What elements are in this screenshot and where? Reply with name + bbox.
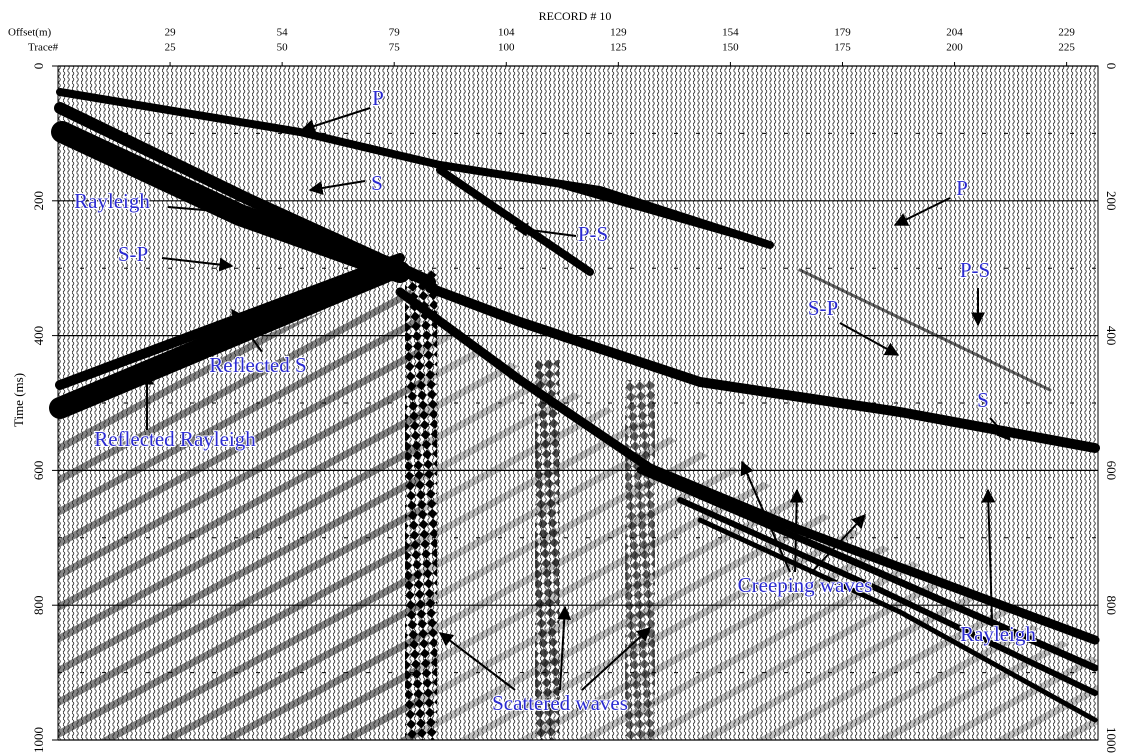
x2-tick-label: 79 bbox=[389, 27, 401, 39]
x2-tick-label: 54 bbox=[277, 27, 289, 39]
x-tick-label: 125 bbox=[610, 42, 627, 54]
x-axis-label: Trace# bbox=[28, 42, 59, 54]
annotation: P bbox=[956, 176, 968, 200]
p-s-band bbox=[798, 268, 1052, 392]
x-tick-label: 25 bbox=[165, 42, 177, 54]
x2-tick-label: 129 bbox=[610, 27, 627, 39]
y-tick-label: 200 bbox=[31, 191, 46, 211]
y-tick-label-right: 0 bbox=[1104, 63, 1119, 70]
y-tick-label-right: 400 bbox=[1104, 326, 1119, 346]
p-arrival bbox=[56, 88, 774, 249]
x2-tick-label: 104 bbox=[498, 27, 515, 39]
annotation: S-P bbox=[118, 242, 148, 266]
x2-tick-label: 154 bbox=[722, 27, 739, 39]
arrow bbox=[989, 417, 1011, 442]
annotation: Rayleigh bbox=[74, 189, 150, 213]
y-tick-label: 0 bbox=[31, 63, 46, 70]
y-tick-label-right: 200 bbox=[1104, 191, 1119, 211]
annotation: P-S bbox=[578, 222, 608, 246]
scattered-column bbox=[405, 270, 437, 740]
arrow bbox=[809, 513, 866, 575]
annotation: S-P bbox=[808, 296, 838, 320]
y-tick-label: 600 bbox=[31, 461, 46, 481]
arrow bbox=[893, 197, 951, 226]
arrow bbox=[231, 308, 263, 353]
x-tick-label: 100 bbox=[498, 42, 515, 54]
p-s-band bbox=[436, 166, 594, 276]
y-tick-label: 1000 bbox=[31, 727, 46, 753]
y-tick-label-right: 600 bbox=[1104, 461, 1119, 481]
x2-tick-label: 229 bbox=[1058, 27, 1075, 39]
annotation: Scattered waves bbox=[492, 691, 628, 715]
x2-tick-label: 29 bbox=[165, 27, 177, 39]
annotation: Reflected Rayleigh bbox=[94, 427, 256, 451]
reflected-rayleigh bbox=[49, 261, 396, 419]
y-axis-label: Time (ms) bbox=[11, 373, 26, 427]
x2-tick-label: 179 bbox=[834, 27, 851, 39]
arrow bbox=[438, 632, 516, 691]
annotation: P bbox=[372, 86, 384, 110]
x-tick-label: 200 bbox=[946, 42, 963, 54]
scattered-column bbox=[535, 360, 559, 740]
x-tick-label: 175 bbox=[834, 42, 851, 54]
arrow bbox=[740, 460, 791, 573]
arrow bbox=[557, 605, 572, 691]
x2-axis-label: Offset(m) bbox=[8, 27, 52, 39]
dipping-events bbox=[58, 280, 420, 740]
annotation: P-S bbox=[960, 258, 990, 282]
y-tick-label-right: 1000 bbox=[1104, 727, 1119, 753]
annotation-arrows bbox=[140, 107, 1011, 691]
arrow bbox=[789, 488, 804, 573]
y-tick-label-right: 800 bbox=[1104, 595, 1119, 615]
annotation: Creeping waves bbox=[738, 573, 873, 597]
arrow bbox=[981, 488, 996, 621]
arrow bbox=[839, 322, 900, 356]
arrow bbox=[581, 627, 652, 691]
p-s-band bbox=[557, 182, 773, 248]
arrow bbox=[161, 257, 234, 272]
s-p-arrival bbox=[425, 283, 1100, 453]
x2-tick-label: 204 bbox=[946, 27, 963, 39]
x-tick-label: 75 bbox=[389, 42, 401, 54]
seismogram bbox=[49, 65, 1100, 741]
x-tick-label: 150 bbox=[722, 42, 739, 54]
chart-title: RECORD # 10 bbox=[539, 9, 612, 23]
creeping-band bbox=[677, 497, 1098, 696]
x-tick-label: 50 bbox=[277, 42, 289, 54]
arrow bbox=[300, 107, 371, 133]
annotation: Rayleigh bbox=[960, 622, 1036, 646]
annotation: Reflected S bbox=[209, 353, 306, 377]
arrow bbox=[308, 180, 366, 195]
annotation: S bbox=[371, 171, 383, 195]
y-tick-label: 800 bbox=[31, 595, 46, 615]
scattered-column bbox=[625, 380, 655, 740]
creeping-band bbox=[636, 466, 1099, 672]
arrow bbox=[167, 204, 242, 219]
x-tick-label: 225 bbox=[1058, 42, 1075, 54]
annotation: S bbox=[977, 388, 989, 412]
arrow bbox=[513, 222, 577, 237]
y-tick-label: 400 bbox=[31, 326, 46, 346]
creeping-band bbox=[697, 517, 1098, 723]
